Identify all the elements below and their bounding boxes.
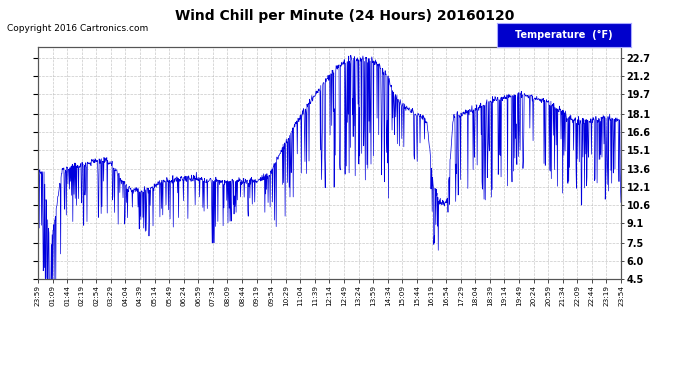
Text: Wind Chill per Minute (24 Hours) 20160120: Wind Chill per Minute (24 Hours) 2016012… [175, 9, 515, 23]
Text: Temperature  (°F): Temperature (°F) [515, 30, 613, 40]
Text: Copyright 2016 Cartronics.com: Copyright 2016 Cartronics.com [7, 24, 148, 33]
